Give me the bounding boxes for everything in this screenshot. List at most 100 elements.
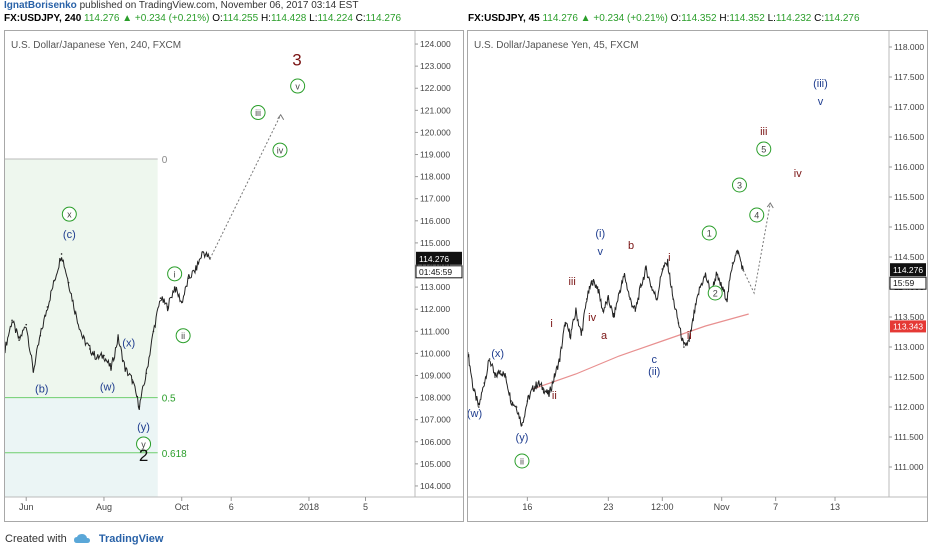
y-tick-label: 118.000 [420, 172, 450, 182]
y-tick-label: 112.000 [894, 402, 924, 412]
wave-label: iv [588, 312, 596, 324]
tradingview-logo-text[interactable]: TradingView [98, 533, 164, 545]
y-tick-label: 116.000 [894, 162, 924, 172]
price-point [110, 368, 112, 370]
wave-label: (ii) [648, 366, 660, 378]
price-point [726, 298, 728, 300]
y-tick-label: 111.500 [894, 432, 924, 442]
close-value: 114.276 [824, 13, 860, 24]
price-point [515, 406, 518, 408]
wave-label-circle [290, 78, 306, 94]
price-point [510, 400, 512, 402]
price-point [74, 312, 77, 315]
last-price: 114.276 [542, 13, 578, 24]
open-value: 114.255 [222, 13, 259, 24]
timer-tag-bg [415, 265, 463, 279]
ma-tag-text: 113.343 [893, 321, 923, 331]
price-point [688, 340, 691, 342]
wave-label-circle [61, 206, 77, 222]
price-point [117, 337, 119, 339]
wave-label-circle [136, 436, 152, 452]
open-label: O: [670, 13, 682, 24]
chart-panel-right[interactable]: U.S. Dollar/Japanese Yen, 45, FXCM 118.00… [467, 30, 928, 522]
wave-label-circle [514, 453, 530, 469]
price-point [553, 376, 556, 378]
x-tick-label: 16 [522, 502, 532, 512]
y-tick-label: 117.000 [894, 102, 924, 112]
price-point [53, 279, 56, 282]
price-point [564, 322, 566, 324]
wave-label: (x) [122, 337, 135, 349]
up-arrow-icon: ▲ [122, 13, 133, 24]
y-tick-label: 107.000 [420, 415, 451, 425]
wave-label-major: 2 [139, 446, 148, 465]
wave-label: ii [520, 457, 524, 467]
wave-label-circle [731, 177, 747, 193]
x-tick-label: Aug [96, 502, 112, 512]
symbol-interval: FX:USDJPY, 45 [468, 13, 540, 24]
high-value: 114.428 [270, 13, 307, 24]
y-tick-label: 111.000 [420, 326, 450, 336]
price-point [467, 352, 469, 354]
price-point [488, 358, 491, 360]
wave-label: iii [760, 126, 767, 138]
wave-label-major: 3 [292, 51, 301, 70]
price-point [537, 382, 539, 384]
price-point [558, 358, 561, 360]
price-point [4, 348, 6, 350]
y-tick-label: 123.000 [420, 61, 451, 71]
price-point [173, 286, 176, 288]
wave-label: ii [687, 330, 692, 342]
publisher-bar: IgnatBorisenko published on TradingView.… [0, 0, 932, 12]
low-label: L: [767, 13, 776, 24]
fib-lower-fill [5, 397, 158, 497]
price-point [60, 253, 63, 255]
y-tick-label: 111.000 [894, 462, 924, 472]
price-point [18, 339, 20, 341]
price-point [650, 286, 653, 288]
price-point [683, 346, 685, 348]
wave-label: 1 [707, 229, 712, 239]
wave-label: ii [181, 331, 185, 341]
close-value: 114.276 [365, 13, 402, 24]
y-tick-label: 116.000 [420, 216, 450, 226]
price-series-line [4, 250, 211, 411]
price-point [548, 394, 550, 396]
price-point [131, 379, 134, 381]
chart-panel-left[interactable]: U.S. Dollar/Japanese Yen, 240, FXCM 124.0… [4, 30, 464, 522]
price-point [152, 330, 155, 333]
quote-line-left: FX:USDJPY, 240 114.276 ▲ +0.234 (+0.21%)… [4, 12, 401, 26]
chart-canvas-left[interactable]: U.S. Dollar/Japanese Yen, 240, FXCM 124.0… [4, 31, 463, 521]
close-label: C: [355, 13, 366, 24]
wave-label-circle [749, 207, 765, 223]
price-point [494, 376, 496, 378]
price-point [585, 298, 588, 300]
price-point [569, 334, 572, 336]
fib-level-label: 0.5 [162, 394, 176, 405]
y-tick-label: 114.000 [420, 260, 450, 270]
projection-line [209, 114, 282, 260]
price-point [699, 286, 701, 288]
x-tick-label: 23 [603, 502, 613, 512]
price-point [180, 301, 183, 304]
price-point [645, 268, 647, 270]
timer-tag-bg [889, 276, 927, 290]
wave-label: (y) [516, 432, 529, 444]
price-point [32, 370, 35, 372]
y-tick-label: 115.500 [894, 192, 924, 202]
y-tick-label: 120.000 [420, 127, 451, 137]
wave-label: (c) [63, 229, 76, 241]
price-point [145, 372, 148, 375]
price-point [580, 334, 583, 336]
price-point [499, 370, 502, 372]
chart-canvas-right[interactable]: U.S. Dollar/Japanese Yen, 45, FXCM 118.00… [467, 31, 927, 521]
price-point [715, 274, 718, 276]
price-point [666, 262, 669, 264]
price-point [623, 274, 626, 276]
price-point [731, 262, 734, 264]
wave-label: i [174, 269, 176, 279]
price-point [737, 250, 739, 252]
author-name[interactable]: IgnatBorisenko [4, 0, 77, 11]
price-point [531, 388, 534, 390]
price-point [89, 348, 91, 350]
